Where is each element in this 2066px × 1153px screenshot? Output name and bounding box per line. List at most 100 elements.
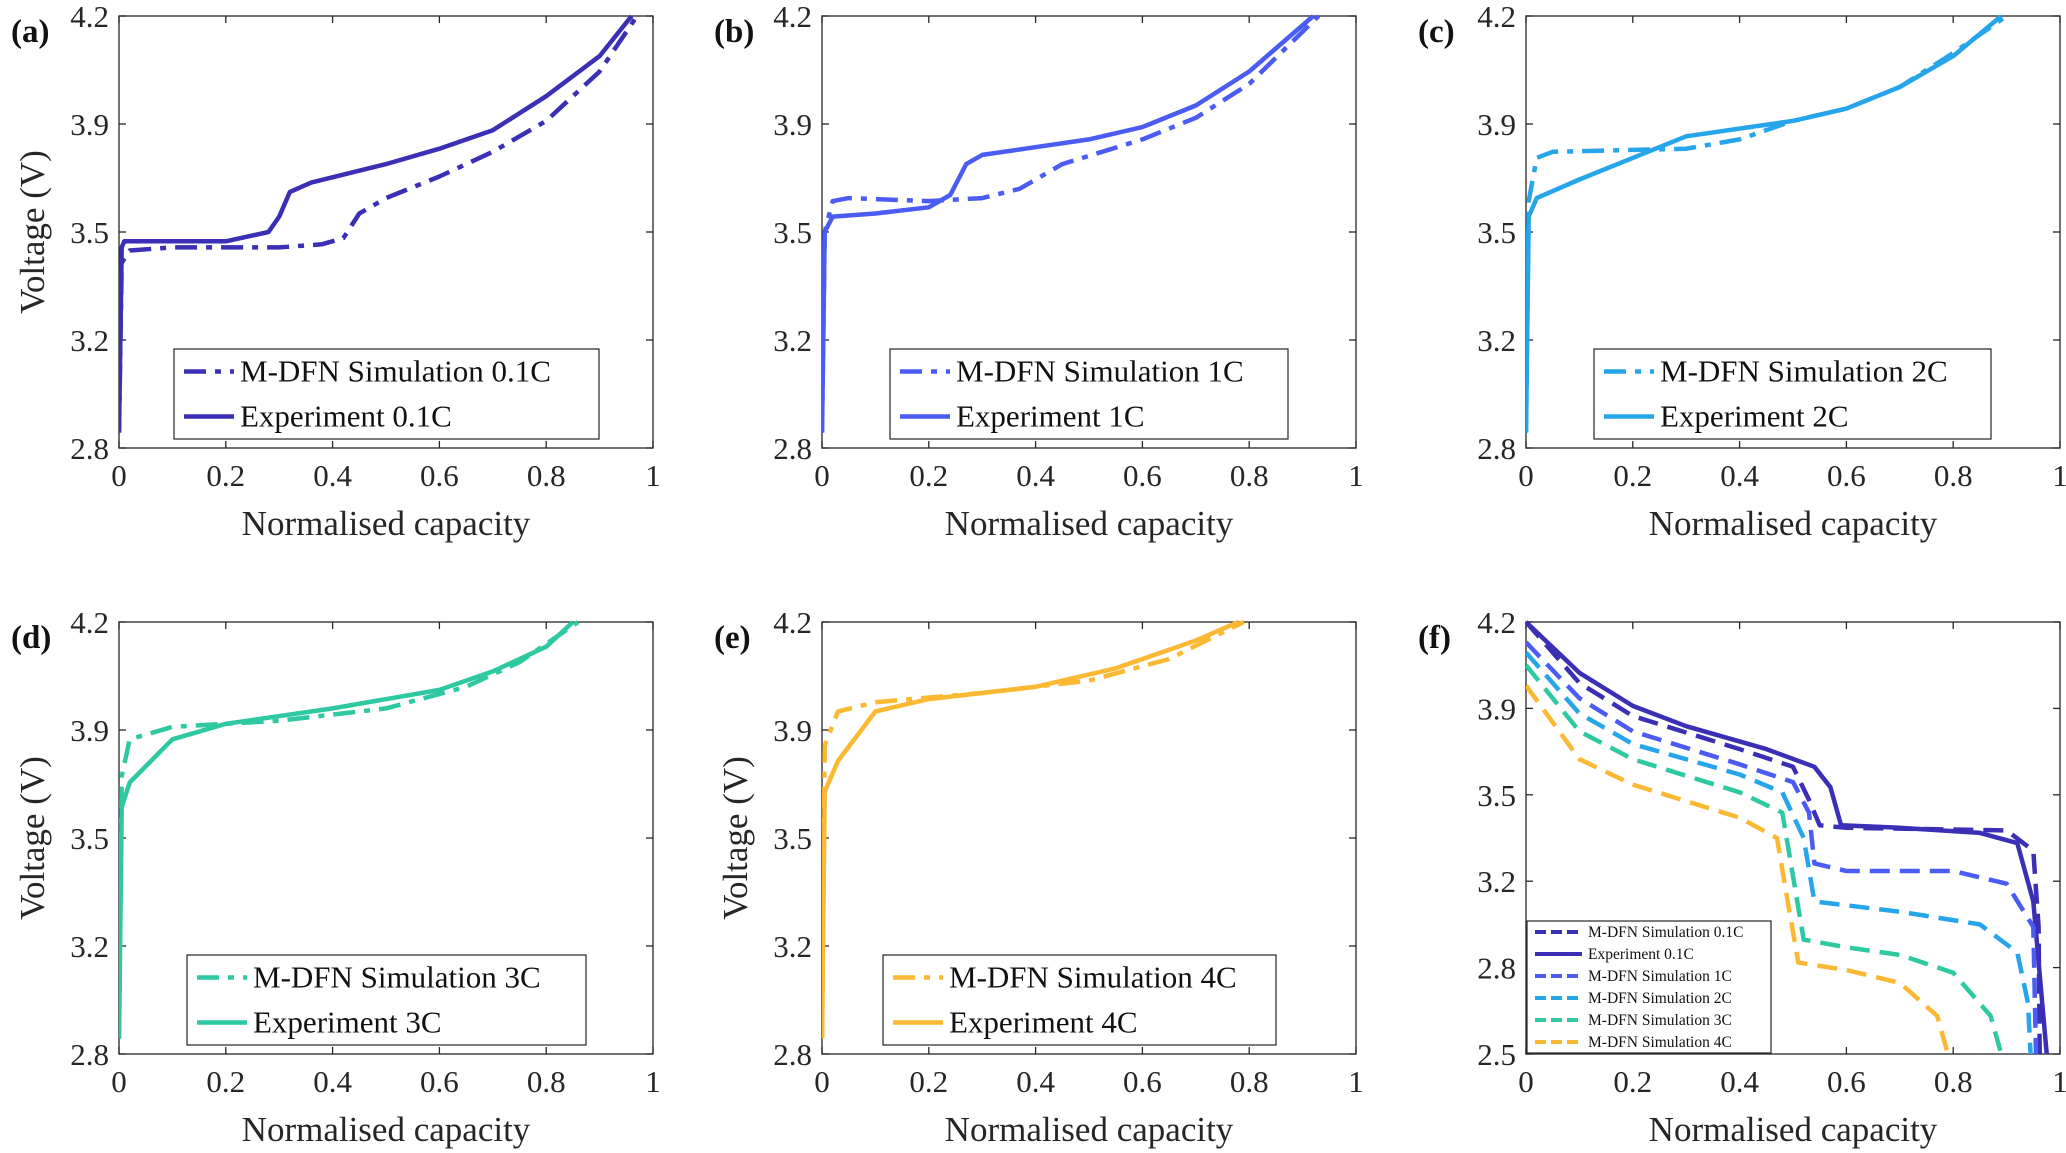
x-tick-label: 0.4 (1016, 1064, 1055, 1099)
x-tick-label: 0.4 (1720, 458, 1759, 493)
legend-box (889, 348, 1289, 440)
y-tick-label: 3.9 (773, 713, 812, 748)
y-axis-label: Voltage (V) (13, 756, 52, 920)
y-tick-label: 2.8 (773, 431, 812, 466)
panel-f: 0 0.2 0.4 0.6 0.8 1 2.5 2.8 3.2 3.5 3.9 4.2 Normalis… (1418, 605, 2066, 1149)
legend-label: M-DFN Simulation 3C (1588, 1012, 1732, 1029)
legend-label: Experiment 0.1C (1588, 946, 1694, 963)
panel-label: (b) (714, 14, 754, 50)
y-tick-label: 3.5 (70, 821, 109, 856)
y-tick-label: 3.5 (1477, 215, 1516, 250)
y-tick-label: 4.2 (1477, 0, 1516, 34)
series-line-m-dfn-simulation-4c (1526, 684, 1951, 1054)
x-axis-label: Normalised capacity (945, 1110, 1234, 1149)
x-tick-label: 0.6 (1827, 1064, 1866, 1099)
y-tick-label: 4.2 (70, 0, 109, 34)
legend: M-DFN Simulation 3C Experiment 3C (186, 954, 587, 1046)
y-tick-label: 2.5 (1477, 1037, 1516, 1072)
x-tick-label: 0.2 (909, 458, 948, 493)
x-tick-label: 0.8 (1230, 1064, 1269, 1099)
y-tick-label: 3.2 (773, 929, 812, 964)
x-tick-label: 0.2 (1613, 1064, 1652, 1099)
series-line-m-dfn-simulation-2c (1526, 651, 2033, 1054)
x-tick-label: 0.6 (420, 1064, 459, 1099)
panel-label: (a) (11, 14, 49, 50)
x-axis-label: Normalised capacity (1649, 1110, 1938, 1149)
legend: M-DFN Simulation 1C Experiment 1C (889, 348, 1289, 440)
legend-label: M-DFN Simulation 4C (949, 960, 1237, 995)
y-tick-label: 3.9 (1477, 107, 1516, 142)
series-line-m-dfn-simulation-3c (1526, 663, 2004, 1054)
y-tick-label: 3.5 (773, 821, 812, 856)
x-tick-label: 1 (2052, 1064, 2066, 1099)
y-axis-label: Voltage (V) (13, 150, 52, 314)
legend-label: Experiment 1C (956, 399, 1145, 434)
x-tick-label: 0 (814, 1064, 830, 1099)
panel-label: (d) (11, 620, 51, 656)
x-tick-label: 0.8 (1934, 458, 1973, 493)
panel-a: 0 0.2 0.4 0.6 0.8 1 2.8 3.2 3.5 3.9 4.2 Normalised … (11, 0, 661, 543)
legend: M-DFN Simulation 4C Experiment 4C (882, 954, 1277, 1046)
x-tick-label: 0.8 (527, 1064, 566, 1099)
x-tick-label: 0.8 (527, 458, 566, 493)
panel-b: 0 0.2 0.4 0.6 0.8 1 2.8 3.2 3.5 3.9 4.2 Normalised … (714, 0, 1364, 543)
y-tick-label: 3.2 (70, 929, 109, 964)
x-axis-label: Normalised capacity (1649, 504, 1938, 543)
x-tick-label: 0.8 (1230, 458, 1269, 493)
x-tick-label: 1 (645, 458, 661, 493)
y-tick-label: 2.8 (70, 431, 109, 466)
legend-label: M-DFN Simulation 4C (1588, 1034, 1732, 1051)
x-tick-label: 0 (111, 458, 127, 493)
series-line-experiment-3c (119, 620, 575, 1039)
legend-label: Experiment 0.1C (240, 399, 452, 434)
y-tick-label: 3.2 (70, 323, 109, 358)
legend-label: Experiment 4C (949, 1005, 1138, 1040)
y-tick-label: 3.9 (70, 107, 109, 142)
x-tick-label: 1 (1348, 458, 1364, 493)
x-tick-label: 0.8 (1934, 1064, 1973, 1099)
y-tick-label: 3.9 (773, 107, 812, 142)
x-tick-label: 0 (814, 458, 830, 493)
series-line-m-dfn-simulation-2c (1526, 14, 2008, 433)
legend-label: M-DFN Simulation 1C (956, 354, 1244, 389)
series-line-m-dfn-simulation-1c (1526, 640, 2039, 1054)
y-tick-label: 3.2 (1477, 323, 1516, 358)
series-line-m-dfn-simulation-1c (822, 14, 1321, 433)
x-tick-label: 1 (645, 1064, 661, 1099)
series-line-experiment-2c (1526, 14, 2003, 433)
legend-label: M-DFN Simulation 1C (1588, 968, 1732, 985)
x-tick-label: 0.4 (313, 458, 352, 493)
x-tick-label: 0.4 (1720, 1064, 1759, 1099)
legend-label: M-DFN Simulation 0.1C (1588, 924, 1743, 941)
y-tick-label: 3.2 (1477, 864, 1516, 899)
panel-label: (c) (1418, 14, 1455, 50)
y-tick-label: 2.8 (70, 1037, 109, 1072)
x-tick-label: 0.4 (313, 1064, 352, 1099)
x-tick-label: 0 (111, 1064, 127, 1099)
x-tick-label: 0.4 (1016, 458, 1055, 493)
legend-box (1526, 920, 1772, 1054)
legend-label: M-DFN Simulation 2C (1588, 990, 1732, 1007)
y-tick-label: 4.2 (1477, 605, 1516, 640)
x-tick-label: 0.2 (206, 458, 245, 493)
y-tick-label: 3.5 (1477, 778, 1516, 813)
legend-box (1593, 348, 1992, 440)
panel-c: 0 0.2 0.4 0.6 0.8 1 2.8 3.2 3.5 3.9 4.2 Normalised … (1418, 0, 2066, 543)
legend-label: M-DFN Simulation 3C (253, 960, 541, 995)
series-line-experiment-0-1c (1526, 620, 2049, 1054)
legend-box (173, 348, 600, 440)
x-tick-label: 0.2 (1613, 458, 1652, 493)
y-tick-label: 4.2 (773, 605, 812, 640)
legend-box (186, 954, 587, 1046)
legend-label: M-DFN Simulation 0.1C (240, 354, 551, 389)
x-tick-label: 0.6 (1123, 458, 1162, 493)
legend-label: Experiment 3C (253, 1005, 442, 1040)
y-tick-label: 3.9 (70, 713, 109, 748)
panel-d: 0 0.2 0.4 0.6 0.8 1 2.8 3.2 3.5 3.9 4.2 Normalised … (11, 605, 661, 1149)
x-axis-label: Normalised capacity (242, 1110, 531, 1149)
y-tick-label: 3.5 (773, 215, 812, 250)
y-tick-label: 3.9 (1477, 691, 1516, 726)
legend: M-DFN Simulation 0.1C Experiment 0.1C M-DF… (1526, 920, 1772, 1054)
y-tick-label: 3.2 (773, 323, 812, 358)
x-tick-label: 0.6 (1123, 1064, 1162, 1099)
